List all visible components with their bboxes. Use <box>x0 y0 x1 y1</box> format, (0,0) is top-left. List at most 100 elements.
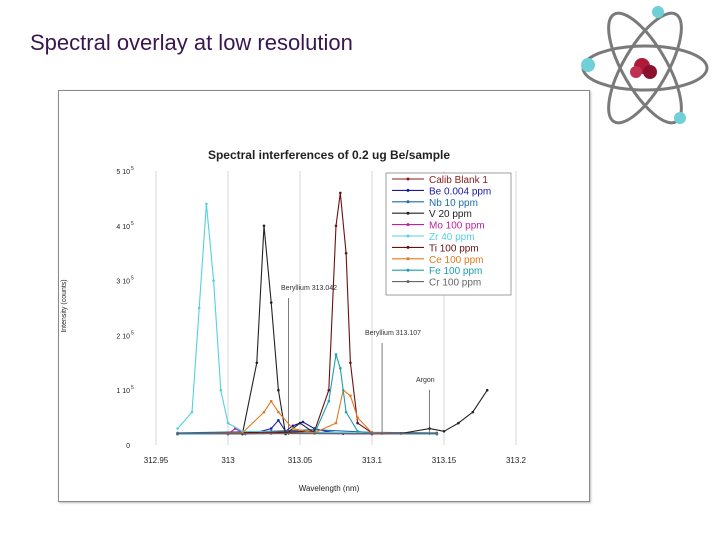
data-point <box>291 427 295 430</box>
data-point <box>205 202 208 206</box>
data-point <box>190 410 194 414</box>
legend-item: Ce 100 ppm <box>392 255 483 266</box>
series-lines <box>176 191 489 436</box>
annotations: Beryllium 313.042 Beryllium 313.107 Argon <box>281 285 435 435</box>
data-point <box>226 421 230 425</box>
data-point <box>269 301 273 304</box>
data-point <box>339 366 342 370</box>
data-point <box>485 388 489 392</box>
legend-label: V 20 ppm <box>429 209 472 220</box>
legend-label: Be 0.004 ppm <box>429 186 491 197</box>
data-point <box>269 427 273 430</box>
legend-item: Zr 40 ppm <box>392 232 475 243</box>
legend-label: Calib Blank 1 <box>429 175 488 186</box>
y-tick-label: 3 10 5 <box>116 276 134 286</box>
legend-item: Nb 10 ppm <box>392 198 478 209</box>
data-point <box>442 430 446 433</box>
data-point <box>471 410 475 414</box>
x-tick-label: 312.95 <box>144 456 169 465</box>
y-tick-label: 2 10 5 <box>116 330 134 340</box>
data-point <box>457 421 460 425</box>
data-point <box>349 361 352 365</box>
data-point <box>435 432 439 435</box>
data-point <box>349 394 352 397</box>
legend-item: Calib Blank 1 <box>392 175 488 186</box>
legend-label: Ti 100 ppm <box>429 243 479 254</box>
x-tick-label: 313.15 <box>432 456 457 465</box>
data-point <box>219 388 223 392</box>
legend-item: Be 0.004 ppm <box>392 186 491 197</box>
x-tick-label: 313.2 <box>506 456 527 465</box>
legend-label: Ce 100 ppm <box>429 255 483 266</box>
legend-label: Cr 100 ppm <box>429 278 481 289</box>
y-tick-exponent: 5 <box>131 221 134 227</box>
y-tick-exponent: 5 <box>131 385 134 391</box>
data-point <box>255 361 259 365</box>
data-point <box>334 353 338 356</box>
legend-item: Fe 100 ppm <box>392 266 482 277</box>
legend-label: Zr 40 ppm <box>429 232 475 243</box>
x-axis-label: Wavelength (nm) <box>299 484 360 493</box>
legend-label: Nb 10 ppm <box>429 198 478 209</box>
data-point <box>269 399 273 403</box>
svg-text:0: 0 <box>126 443 130 450</box>
legend-item: V 20 ppm <box>392 209 472 220</box>
x-tick-label: 313 <box>221 456 235 465</box>
legend-item: Cr 100 ppm <box>392 278 481 289</box>
data-point <box>176 432 179 435</box>
data-point <box>212 279 215 282</box>
data-point <box>277 419 280 422</box>
annotation-label: Argon <box>416 377 435 384</box>
y-tick-label: 0 <box>126 443 130 450</box>
data-point <box>197 306 201 310</box>
svg-text:4 10: 4 10 <box>116 224 130 231</box>
data-point <box>277 388 280 392</box>
data-point <box>298 421 302 425</box>
y-tick-label: 1 10 5 <box>116 385 134 395</box>
y-tick-exponent: 5 <box>131 166 134 172</box>
svg-text:2 10: 2 10 <box>116 333 130 340</box>
y-axis-label: Intensity (counts) <box>61 279 68 332</box>
data-point <box>428 427 431 430</box>
y-tick-exponent: 5 <box>131 330 134 336</box>
spectrum-figure: Spectral interferences of 0.2 ug Be/samp… <box>58 90 590 502</box>
y-tick-label: 5 10 5 <box>116 166 134 176</box>
svg-text:3 10: 3 10 <box>116 279 130 286</box>
legend-item: Mo 100 ppm <box>392 221 485 232</box>
y-tick-exponent: 5 <box>131 276 134 282</box>
data-point <box>262 224 266 228</box>
x-tick-label: 313.05 <box>288 456 313 465</box>
atom-icon <box>581 6 709 125</box>
slide-title: Spectral overlay at low resolution <box>30 30 353 55</box>
data-point <box>370 432 374 435</box>
axis-ticks: 312.95 313 313.05 313.1 313.15 313.201 10 52 1… <box>116 166 526 465</box>
data-point <box>344 410 348 414</box>
data-point <box>301 420 305 424</box>
x-tick-label: 313.1 <box>362 456 383 465</box>
series-line <box>177 203 437 435</box>
data-point <box>356 430 359 433</box>
data-point <box>334 224 338 228</box>
legend-item: Ti 100 ppm <box>392 243 479 254</box>
series-line <box>177 192 437 435</box>
legend-label: Fe 100 ppm <box>429 266 482 277</box>
svg-text:1 10: 1 10 <box>116 388 130 395</box>
data-point <box>344 251 348 255</box>
annotation-label: Beryllium 313.107 <box>365 330 421 337</box>
spectrum-chart: Spectral interferences of 0.2 ug Be/samp… <box>61 148 527 493</box>
data-point <box>356 421 359 425</box>
data-point <box>327 399 331 403</box>
data-point <box>356 416 359 419</box>
data-point <box>277 410 280 414</box>
svg-text:5 10: 5 10 <box>116 169 130 176</box>
legend-box <box>385 172 512 296</box>
chart-title: Spectral interferences of 0.2 ug Be/samp… <box>208 148 450 162</box>
data-point <box>334 421 338 425</box>
data-point <box>291 424 295 428</box>
annotation-label: Beryllium 313.042 <box>281 285 337 292</box>
data-point <box>339 191 342 195</box>
series-line <box>177 354 437 435</box>
legend-label: Mo 100 ppm <box>429 221 485 232</box>
y-tick-label: 4 10 5 <box>116 221 134 231</box>
